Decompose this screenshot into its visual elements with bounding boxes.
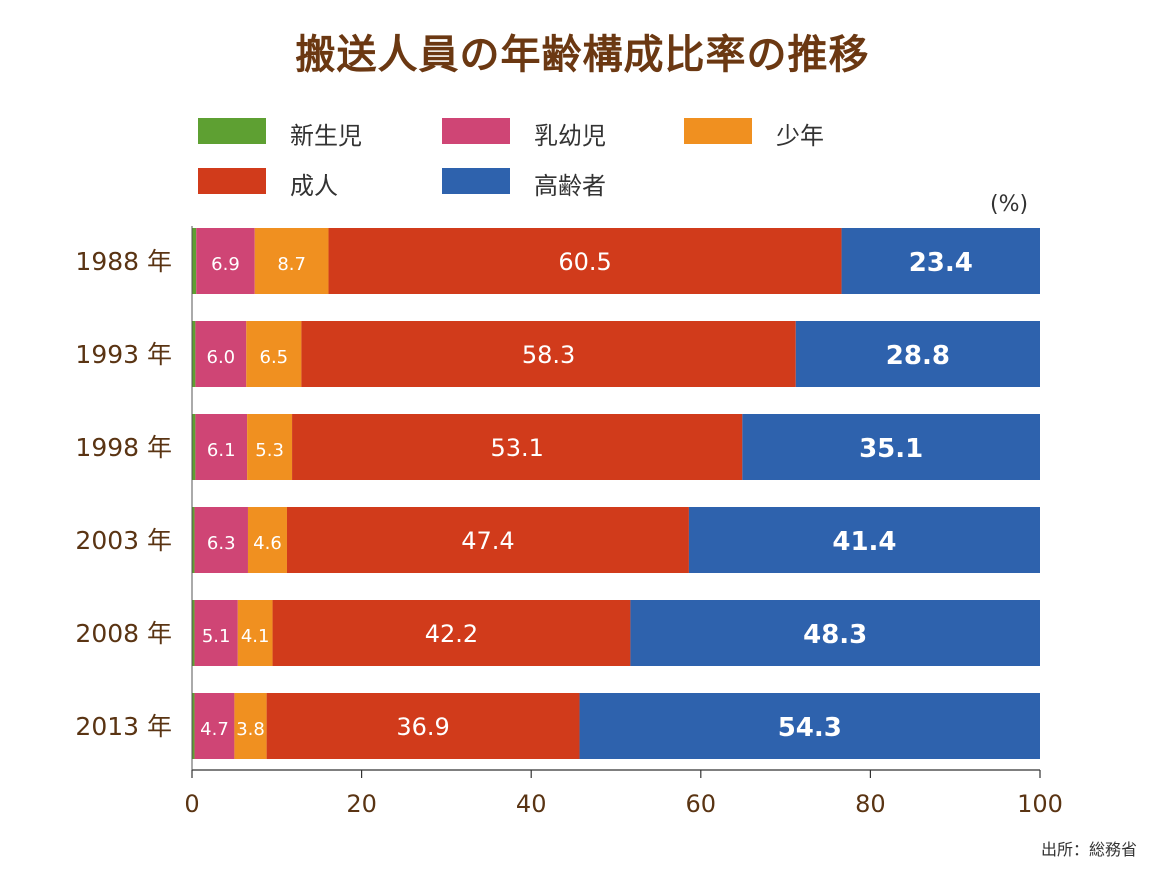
data-label: 6.9 <box>211 254 240 275</box>
x-tick-label: 0 <box>184 790 199 818</box>
y-tick-label: 1993 年 <box>75 340 172 369</box>
legend-label-youth: 少年 <box>776 122 824 150</box>
data-label: 47.4 <box>461 527 514 555</box>
data-label: 4.1 <box>241 626 270 647</box>
chart-title: 搬送人員の年齢構成比率の推移 <box>295 32 870 78</box>
y-tick-label: 2008 年 <box>75 619 172 648</box>
data-label: 48.3 <box>803 620 867 650</box>
bar-segment <box>196 228 255 294</box>
data-label: 60.5 <box>558 248 611 276</box>
data-label: 53.1 <box>490 434 543 462</box>
source-note: 出所：総務省 <box>1040 840 1137 859</box>
bar-segment <box>246 321 302 387</box>
data-label: 6.0 <box>207 347 236 368</box>
unit-label: (%) <box>990 192 1029 217</box>
data-label: 42.2 <box>425 620 478 648</box>
legend-label-elderly: 高齢者 <box>534 172 606 200</box>
data-label: 36.9 <box>396 713 449 741</box>
y-tick-label: 2013 年 <box>75 712 172 741</box>
bar-segment <box>328 228 842 294</box>
bar-segment <box>841 228 1040 294</box>
legend-swatch-elderly <box>442 168 510 194</box>
bar-segment <box>630 600 1040 666</box>
bar-segment <box>192 693 195 759</box>
x-tick-label: 100 <box>1017 790 1063 818</box>
bar-segment <box>234 693 267 759</box>
bar-segment <box>192 414 196 480</box>
bar-segment <box>272 600 631 666</box>
x-tick-label: 60 <box>686 790 717 818</box>
data-label: 28.8 <box>886 341 950 371</box>
bar-segment <box>742 414 1040 480</box>
legend-swatch-infant <box>442 118 510 144</box>
bar-segment <box>195 414 248 480</box>
bar-segment <box>247 507 287 573</box>
legend-label-newborn: 新生児 <box>290 122 362 150</box>
bar-segment <box>192 321 196 387</box>
legend-label-infant: 乳幼児 <box>534 122 606 150</box>
bar-segment <box>688 507 1040 573</box>
bar-segment <box>194 507 248 573</box>
data-label: 8.7 <box>277 254 306 275</box>
y-tick-label: 1988 年 <box>75 247 172 276</box>
data-label: 6.1 <box>207 440 236 461</box>
bar-segment <box>195 321 247 387</box>
bar-segment <box>237 600 273 666</box>
bar-segment <box>795 321 1040 387</box>
bar-segment <box>266 693 580 759</box>
y-tick-label: 1998 年 <box>75 433 172 462</box>
data-label: 6.5 <box>260 347 289 368</box>
data-label: 58.3 <box>522 341 575 369</box>
bar-segment <box>254 228 329 294</box>
bar-segment <box>247 414 293 480</box>
x-tick-label: 20 <box>346 790 377 818</box>
y-tick-label: 2003 年 <box>75 526 172 555</box>
x-tick-label: 40 <box>516 790 547 818</box>
x-tick-label: 80 <box>855 790 886 818</box>
bar-segment <box>301 321 796 387</box>
legend-swatch-youth <box>684 118 752 144</box>
legend-swatch-adult <box>198 168 266 194</box>
data-label: 3.8 <box>236 719 265 740</box>
bar-segment <box>194 693 235 759</box>
data-label: 4.6 <box>253 533 282 554</box>
data-label: 23.4 <box>909 248 973 278</box>
legend-label-adult: 成人 <box>290 172 338 200</box>
data-label: 5.3 <box>255 440 284 461</box>
data-label: 35.1 <box>859 434 923 464</box>
bar-segment <box>192 507 195 573</box>
bar-segment <box>194 600 238 666</box>
bar-segment <box>579 693 1040 759</box>
bar-segment <box>286 507 689 573</box>
bar-segment <box>192 600 195 666</box>
data-label: 54.3 <box>778 713 842 743</box>
bar-segment <box>292 414 743 480</box>
legend-swatch-newborn <box>198 118 266 144</box>
data-label: 5.1 <box>202 626 231 647</box>
bar-segment <box>192 228 197 294</box>
data-label: 6.3 <box>207 533 236 554</box>
data-label: 4.7 <box>200 719 229 740</box>
data-label: 41.4 <box>832 527 896 557</box>
